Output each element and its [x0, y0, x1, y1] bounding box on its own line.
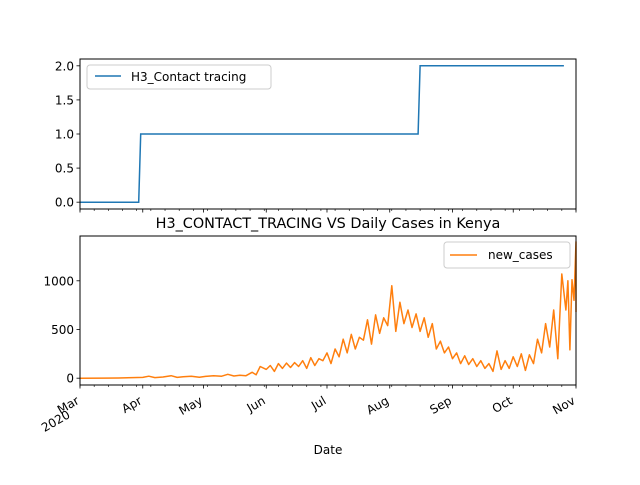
top-series-layer — [80, 65, 564, 203]
top-legend-box — [86, 64, 272, 90]
top-subplot: 0.0 0.5 1.0 1.5 2.0 H3_Contact tracing — [55, 58, 577, 213]
bottom-legend: new_cases — [443, 241, 571, 269]
bottom-series-layer — [79, 241, 577, 379]
top-legend: H3_Contact tracing — [86, 64, 272, 90]
top-y-ticks: 0.0 0.5 1.0 1.5 2.0 — [55, 59, 80, 210]
y-tick-label: 1000 — [43, 274, 74, 288]
bottom-axes-frame — [79, 235, 577, 386]
y-tick-label: 1.5 — [55, 93, 74, 107]
y-tick-label: 2.0 — [55, 59, 74, 73]
series-line-new-cases — [79, 241, 577, 379]
y-tick-label: 0.0 — [55, 196, 74, 210]
y-tick-label: 1.0 — [55, 128, 74, 142]
y-tick-label: 500 — [51, 323, 74, 337]
x-axis-label: Date — [314, 443, 343, 457]
series-line-h3-contact-tracing — [80, 65, 564, 203]
y-tick-label: 0.5 — [55, 162, 74, 176]
chart-title: H3_CONTACT_TRACING VS Daily Cases in Ken… — [156, 216, 501, 232]
top-legend-label: H3_Contact tracing — [131, 70, 246, 84]
bottom-legend-box — [443, 241, 571, 269]
bottom-legend-label: new_cases — [488, 248, 553, 262]
y-tick-label: 0 — [66, 372, 74, 386]
bottom-y-ticks: 0 500 1000 — [43, 274, 80, 386]
top-axes-frame — [79, 58, 577, 210]
x-tick-label: Jul — [308, 393, 328, 413]
